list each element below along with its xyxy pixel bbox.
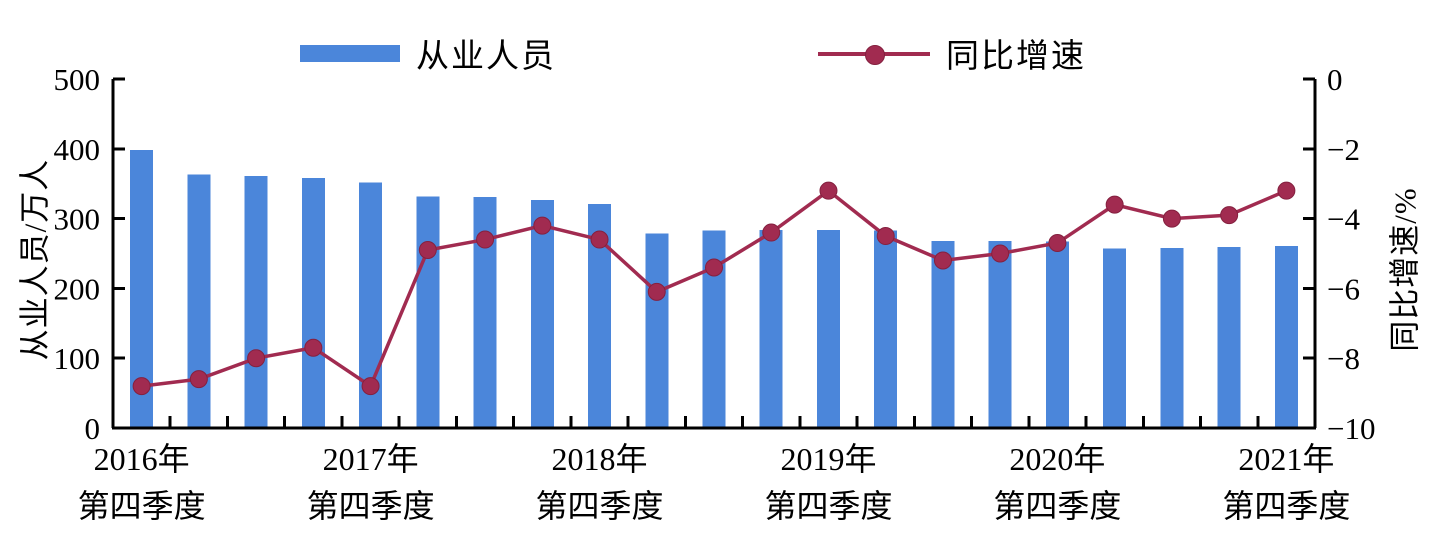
growth-line-marker	[533, 216, 552, 235]
bar	[1160, 247, 1184, 428]
x-label-year: 2018年	[552, 441, 648, 477]
y-right-tick-label: −4	[1327, 202, 1360, 237]
growth-line-marker	[762, 223, 781, 242]
growth-line-marker	[705, 258, 723, 277]
bar	[759, 229, 783, 428]
growth-line-marker	[876, 227, 895, 246]
bar	[359, 182, 383, 428]
x-label-quarter: 第四季度	[1222, 488, 1350, 524]
growth-line-marker	[132, 377, 151, 396]
growth-line-marker	[991, 244, 1010, 263]
x-label-year: 2016年	[94, 441, 190, 477]
y-left-tick-label: 500	[54, 62, 101, 97]
bar	[588, 203, 612, 428]
growth-line-marker	[1105, 195, 1124, 214]
x-label-quarter: 第四季度	[536, 488, 664, 524]
bar	[530, 199, 554, 428]
growth-line-marker	[418, 241, 437, 260]
growth-line-marker	[1162, 209, 1181, 228]
bar	[130, 150, 154, 429]
y-axis-right-title: 同比增速/%	[1387, 187, 1423, 352]
bar	[1274, 245, 1298, 428]
bar	[301, 178, 325, 428]
bar	[473, 196, 497, 428]
bar	[244, 176, 268, 428]
growth-line-marker	[247, 349, 266, 368]
bar	[1045, 241, 1069, 428]
growth-line-marker	[933, 251, 952, 270]
x-label-quarter: 第四季度	[307, 488, 435, 524]
y-left-tick-label: 400	[54, 132, 101, 167]
growth-line-marker	[1048, 234, 1067, 253]
bar-series-swatch	[300, 44, 400, 62]
x-label-quarter: 第四季度	[993, 488, 1121, 524]
legend-label-growth-rate: 同比增速	[946, 39, 1086, 75]
growth-line-marker	[189, 370, 208, 389]
x-label-year: 2019年	[780, 441, 876, 477]
bar	[702, 230, 726, 428]
x-label-year: 2021年	[1238, 441, 1334, 477]
y-left-tick-label: 300	[54, 202, 101, 237]
y-right-tick-label: −6	[1327, 271, 1360, 306]
legend-item-employees: 从业人员	[300, 35, 556, 75]
x-label-year: 2020年	[1009, 441, 1105, 477]
growth-line-marker	[361, 377, 380, 396]
bar	[931, 240, 955, 428]
bar	[645, 233, 669, 428]
bar	[416, 196, 440, 428]
bar	[874, 230, 898, 428]
bar	[988, 240, 1012, 428]
x-label-quarter: 第四季度	[764, 488, 892, 524]
growth-line-marker	[647, 282, 666, 301]
growth-line-marker	[304, 338, 323, 357]
bar	[187, 174, 211, 428]
legend-item-growth-rate: 同比增速	[818, 35, 1086, 75]
x-label-year: 2017年	[323, 441, 419, 477]
y-left-tick-label: 200	[54, 271, 101, 306]
growth-line-marker	[819, 181, 838, 200]
y-axis-left-title: 从业人员/万人	[17, 158, 53, 361]
bar	[1103, 248, 1127, 428]
y-right-tick-label: −2	[1327, 132, 1360, 167]
y-left-tick-label: 0	[85, 411, 101, 446]
y-left-tick-label: 100	[54, 341, 101, 376]
legend-label-employees: 从业人员	[416, 39, 556, 75]
line-marker-icon	[865, 44, 885, 65]
bar	[1217, 247, 1241, 428]
growth-line-marker	[476, 230, 495, 249]
line-series-swatch	[818, 44, 930, 65]
y-right-tick-label: 0	[1327, 62, 1343, 97]
x-label-quarter: 第四季度	[78, 488, 206, 524]
y-right-tick-label: −8	[1327, 341, 1360, 376]
y-right-tick-label: −10	[1327, 411, 1375, 446]
growth-line-marker	[590, 230, 609, 249]
growth-line-marker	[1220, 206, 1239, 225]
growth-line-marker	[1277, 181, 1296, 200]
bar	[816, 229, 840, 428]
